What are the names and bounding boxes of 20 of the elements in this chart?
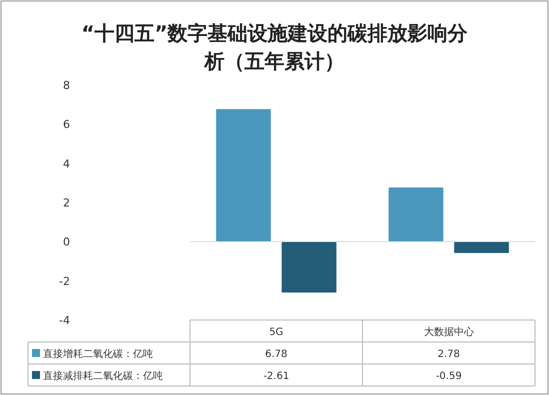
- legend-label: 直接增耗二氧化碳：亿吨: [43, 348, 153, 360]
- bar: [388, 186, 444, 242]
- y-tick-label: 6: [63, 118, 70, 132]
- bar: [281, 241, 337, 294]
- bar: [454, 241, 510, 254]
- y-tick-label: -2: [59, 274, 70, 288]
- y-tick-label: 2: [63, 196, 70, 210]
- bar: [216, 108, 272, 242]
- y-tick-label: -4: [59, 314, 70, 327]
- y-tick-label: 4: [63, 157, 70, 170]
- data-label: 2.78: [438, 349, 460, 360]
- chart-title: “十四五”数字基础设施建设的碳排放影响分析（五年累计）: [81, 21, 469, 73]
- x-tick-label: 大数据中心: [424, 326, 474, 338]
- y-tick-label: 0: [63, 236, 70, 249]
- data-label: 6.78: [265, 349, 288, 360]
- data-label: -0.59: [436, 371, 462, 382]
- x-tick-label: 5G: [269, 327, 284, 338]
- y-tick-label: 8: [63, 79, 70, 92]
- data-label: -2.61: [263, 371, 290, 382]
- legend-label: 直接减排耗二氧化碳：亿吨: [43, 370, 163, 382]
